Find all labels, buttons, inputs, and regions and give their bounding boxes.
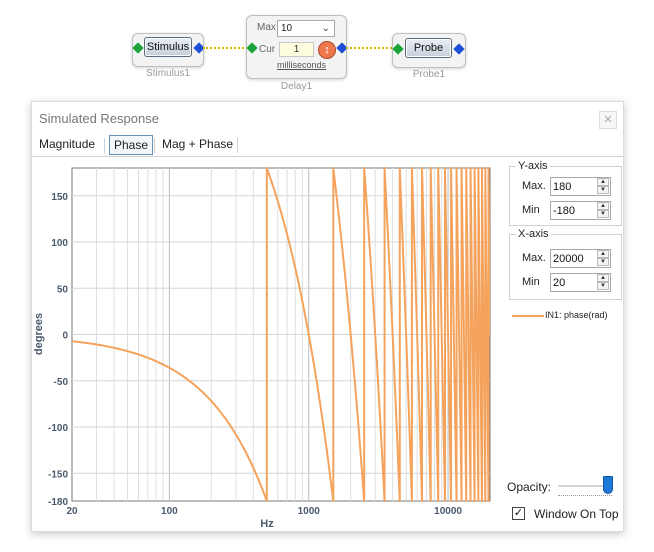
x-axis-group-title: X-axis bbox=[516, 228, 551, 240]
probe-button[interactable]: Probe bbox=[405, 38, 452, 58]
y-max-stepper[interactable]: ▲ ▼ bbox=[550, 177, 611, 196]
x-max-stepper[interactable]: ▲ ▼ bbox=[550, 249, 611, 268]
y-tick-labels: 150 100 50 0 -50 -100 -150 -180 bbox=[48, 192, 68, 508]
opacity-slider-thumb[interactable] bbox=[603, 476, 613, 494]
window-title: Simulated Response bbox=[39, 111, 159, 126]
spin-down-icon[interactable]: ▼ bbox=[597, 210, 609, 218]
x-min-input[interactable] bbox=[551, 274, 597, 291]
y-tick-label: -100 bbox=[48, 423, 68, 434]
tab-divider bbox=[237, 138, 238, 153]
close-icon[interactable]: ✕ bbox=[599, 111, 617, 129]
y-tick-label: -150 bbox=[48, 469, 68, 480]
delay-max-value: 10 bbox=[281, 23, 293, 34]
x-max-input[interactable] bbox=[551, 250, 597, 267]
y-tick-label: 0 bbox=[62, 331, 68, 342]
simulated-response-window[interactable]: Simulated Response ✕ Magnitude Phase Mag… bbox=[31, 101, 624, 532]
y-tick-label: -50 bbox=[54, 377, 69, 388]
tab-mag-phase[interactable]: Mag + Phase bbox=[162, 137, 234, 151]
window-on-top-label: Window On Top bbox=[534, 507, 619, 521]
delay-max-select[interactable]: 10 ⌄ bbox=[277, 20, 335, 37]
y-tick-label: 150 bbox=[51, 192, 68, 203]
x-max-label: Max. bbox=[522, 252, 546, 264]
chevron-down-icon: ⌄ bbox=[321, 23, 330, 34]
y-max-input[interactable] bbox=[551, 178, 597, 195]
spin-up-icon[interactable]: ▲ bbox=[597, 202, 609, 210]
delay-max-label: Max bbox=[257, 22, 276, 33]
x-tick-label: 10000 bbox=[434, 506, 462, 517]
y-tick-label: -180 bbox=[48, 497, 68, 508]
spin-down-icon[interactable]: ▼ bbox=[597, 186, 609, 194]
y-max-label: Max. bbox=[522, 180, 546, 192]
y-axis-group-title: Y-axis bbox=[516, 160, 550, 172]
tab-divider bbox=[104, 138, 105, 153]
tab-divider bbox=[154, 138, 155, 153]
x-min-stepper[interactable]: ▲ ▼ bbox=[550, 273, 611, 292]
opacity-slider-ticks bbox=[558, 492, 612, 496]
stimulus-caption: Stimulus1 bbox=[146, 68, 190, 79]
delay-cur-label: Cur bbox=[259, 44, 276, 55]
legend-swatch bbox=[512, 315, 544, 317]
tab-phase[interactable]: Phase bbox=[109, 135, 154, 155]
window-on-top-checkbox[interactable]: ✓ bbox=[512, 507, 525, 520]
series-line-in1-phase bbox=[72, 167, 490, 502]
wire-delay-probe bbox=[346, 47, 396, 49]
delay-knob-icon[interactable]: ↕ bbox=[318, 41, 336, 59]
y-axis-title: degrees bbox=[33, 313, 45, 355]
x-tick-labels: 20 100 1000 10000 bbox=[66, 506, 462, 517]
y-min-label: Min bbox=[522, 204, 540, 216]
x-axis-group: X-axis Max. ▲ ▼ Min ▲ ▼ bbox=[509, 228, 622, 300]
spin-down-icon[interactable]: ▼ bbox=[597, 282, 609, 290]
x-axis-title: Hz bbox=[260, 518, 274, 530]
opacity-slider-track[interactable] bbox=[558, 485, 612, 487]
y-axis-group: Y-axis Max. ▲ ▼ Min ▲ ▼ bbox=[509, 160, 622, 226]
spin-up-icon[interactable]: ▲ bbox=[597, 274, 609, 282]
delay-units-link[interactable]: milliseconds bbox=[277, 60, 327, 70]
x-min-label: Min bbox=[522, 276, 540, 288]
delay-cur-field[interactable]: 1 bbox=[279, 42, 314, 57]
probe-caption: Probe1 bbox=[412, 69, 446, 80]
y-min-stepper[interactable]: ▲ ▼ bbox=[550, 201, 611, 220]
x-tick-label: 20 bbox=[66, 506, 78, 517]
delay-caption: Delay1 bbox=[280, 81, 313, 92]
spin-up-icon[interactable]: ▲ bbox=[597, 178, 609, 186]
tab-bar: Magnitude Phase Mag + Phase bbox=[32, 133, 623, 157]
spin-down-icon[interactable]: ▼ bbox=[597, 258, 609, 266]
x-tick-label: 1000 bbox=[298, 506, 321, 517]
opacity-label: Opacity: bbox=[507, 480, 552, 494]
legend-label: IN1: phase(rad) bbox=[545, 310, 608, 320]
y-tick-label: 100 bbox=[51, 238, 68, 249]
stimulus-button[interactable]: Stimulus bbox=[144, 37, 192, 57]
y-tick-label: 50 bbox=[57, 284, 69, 295]
y-min-input[interactable] bbox=[551, 202, 597, 219]
x-tick-label: 100 bbox=[161, 506, 178, 517]
tab-magnitude[interactable]: Magnitude bbox=[39, 137, 96, 151]
spin-up-icon[interactable]: ▲ bbox=[597, 250, 609, 258]
wire-stimulus-delay bbox=[203, 47, 248, 49]
